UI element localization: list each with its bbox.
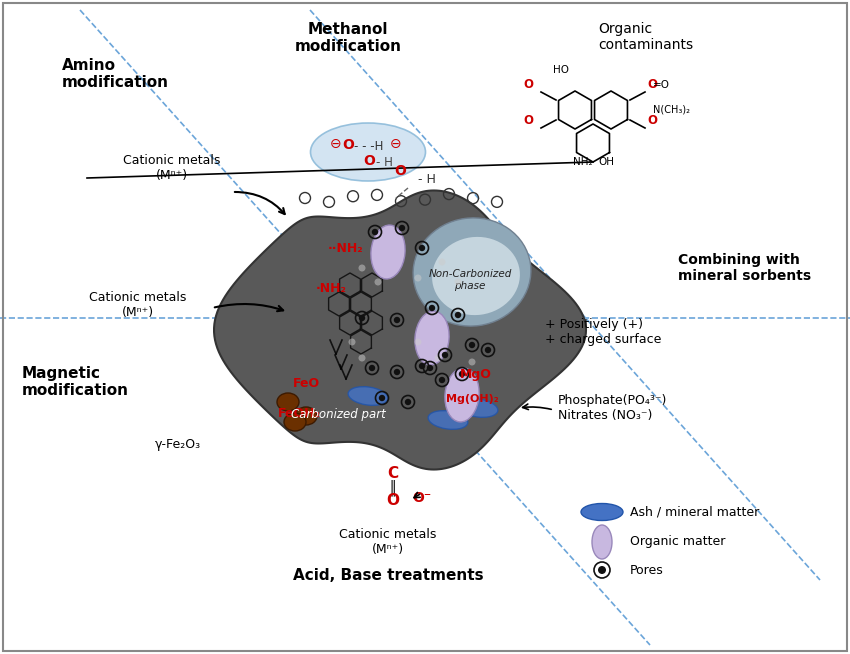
Text: Mg(OH)₂: Mg(OH)₂ bbox=[446, 394, 499, 404]
Text: =O: =O bbox=[653, 80, 670, 90]
Ellipse shape bbox=[592, 525, 612, 559]
Text: - - -H: - - -H bbox=[354, 140, 383, 153]
Text: O: O bbox=[387, 493, 399, 508]
Ellipse shape bbox=[445, 368, 479, 422]
Circle shape bbox=[399, 225, 405, 232]
Ellipse shape bbox=[310, 123, 426, 181]
Text: - H: - H bbox=[418, 173, 436, 186]
Circle shape bbox=[439, 377, 445, 383]
Ellipse shape bbox=[284, 413, 306, 431]
Text: - H: - H bbox=[376, 156, 393, 169]
Circle shape bbox=[359, 264, 366, 271]
Circle shape bbox=[428, 305, 435, 311]
Circle shape bbox=[379, 395, 385, 401]
Text: Cationic metals
(Mⁿ⁺): Cationic metals (Mⁿ⁺) bbox=[89, 291, 187, 319]
Circle shape bbox=[455, 279, 462, 286]
Circle shape bbox=[394, 369, 400, 375]
Text: Pores: Pores bbox=[630, 564, 664, 576]
Text: Cationic metals
(Mⁿ⁺): Cationic metals (Mⁿ⁺) bbox=[123, 154, 221, 182]
Circle shape bbox=[394, 317, 400, 323]
Text: O: O bbox=[647, 114, 657, 127]
Text: Magnetic
modification: Magnetic modification bbox=[22, 366, 129, 398]
Text: ·NH₂: ·NH₂ bbox=[316, 282, 347, 295]
Text: Organic matter: Organic matter bbox=[630, 536, 725, 549]
Circle shape bbox=[369, 365, 375, 371]
Ellipse shape bbox=[415, 311, 449, 365]
Text: Combining with
mineral sorbents: Combining with mineral sorbents bbox=[678, 253, 811, 283]
Text: Amino
modification: Amino modification bbox=[62, 58, 169, 90]
Text: MgO: MgO bbox=[460, 368, 492, 381]
Circle shape bbox=[598, 566, 606, 574]
Ellipse shape bbox=[413, 218, 531, 326]
Circle shape bbox=[359, 354, 366, 362]
Circle shape bbox=[455, 312, 462, 318]
Text: Organic
contaminants: Organic contaminants bbox=[598, 22, 693, 52]
Text: FeO: FeO bbox=[293, 377, 320, 390]
Polygon shape bbox=[214, 190, 586, 470]
Text: Carbonized part: Carbonized part bbox=[291, 408, 385, 421]
Circle shape bbox=[484, 347, 491, 353]
Ellipse shape bbox=[581, 504, 623, 521]
Ellipse shape bbox=[295, 407, 317, 425]
Text: ··NH₂: ··NH₂ bbox=[328, 242, 364, 255]
Text: N(CH₃)₂: N(CH₃)₂ bbox=[653, 104, 690, 114]
Text: Phosphate(PO₄³⁻)
Nitrates (NO₃⁻): Phosphate(PO₄³⁻) Nitrates (NO₃⁻) bbox=[558, 394, 667, 422]
Circle shape bbox=[439, 258, 445, 266]
Text: Methanol
modification: Methanol modification bbox=[294, 22, 401, 54]
Text: NH₂: NH₂ bbox=[573, 157, 592, 167]
Text: γ-Fe₂O₃: γ-Fe₂O₃ bbox=[155, 438, 201, 451]
Text: Acid, Base treatments: Acid, Base treatments bbox=[292, 568, 484, 583]
Text: Ash / mineral matter: Ash / mineral matter bbox=[630, 506, 759, 519]
Text: C: C bbox=[388, 466, 399, 481]
Ellipse shape bbox=[277, 393, 299, 411]
Text: Non-Carbonized
phase: Non-Carbonized phase bbox=[428, 269, 512, 291]
Text: O: O bbox=[363, 154, 375, 168]
Text: O: O bbox=[523, 78, 533, 91]
Ellipse shape bbox=[371, 225, 405, 279]
Circle shape bbox=[427, 365, 434, 371]
Circle shape bbox=[375, 279, 382, 286]
Ellipse shape bbox=[432, 237, 520, 315]
Circle shape bbox=[348, 339, 355, 345]
Text: ⊖: ⊖ bbox=[330, 137, 342, 151]
Text: + Positively (+)
+ charged surface: + Positively (+) + charged surface bbox=[545, 318, 661, 346]
Circle shape bbox=[415, 339, 422, 345]
Circle shape bbox=[419, 245, 425, 251]
Ellipse shape bbox=[428, 411, 468, 429]
Text: OH: OH bbox=[598, 157, 614, 167]
Text: HO: HO bbox=[553, 65, 569, 75]
Circle shape bbox=[442, 352, 448, 358]
Circle shape bbox=[469, 342, 475, 348]
Text: O⁻: O⁻ bbox=[412, 491, 431, 505]
Circle shape bbox=[459, 371, 465, 377]
Text: O: O bbox=[394, 164, 406, 178]
Text: O: O bbox=[342, 138, 354, 152]
Text: ║: ║ bbox=[388, 479, 397, 496]
Circle shape bbox=[415, 275, 422, 281]
Ellipse shape bbox=[458, 399, 498, 417]
Text: FeOH₂: FeOH₂ bbox=[278, 407, 320, 420]
Ellipse shape bbox=[348, 387, 388, 405]
Text: Cationic metals
(Mⁿ⁺): Cationic metals (Mⁿ⁺) bbox=[339, 528, 437, 556]
Text: O: O bbox=[647, 78, 657, 91]
Circle shape bbox=[359, 315, 366, 321]
Text: O: O bbox=[523, 114, 533, 127]
Circle shape bbox=[371, 229, 378, 235]
Text: ⊖: ⊖ bbox=[390, 137, 401, 151]
Circle shape bbox=[419, 363, 425, 370]
Circle shape bbox=[468, 358, 475, 366]
Circle shape bbox=[434, 354, 441, 362]
Circle shape bbox=[405, 399, 411, 405]
